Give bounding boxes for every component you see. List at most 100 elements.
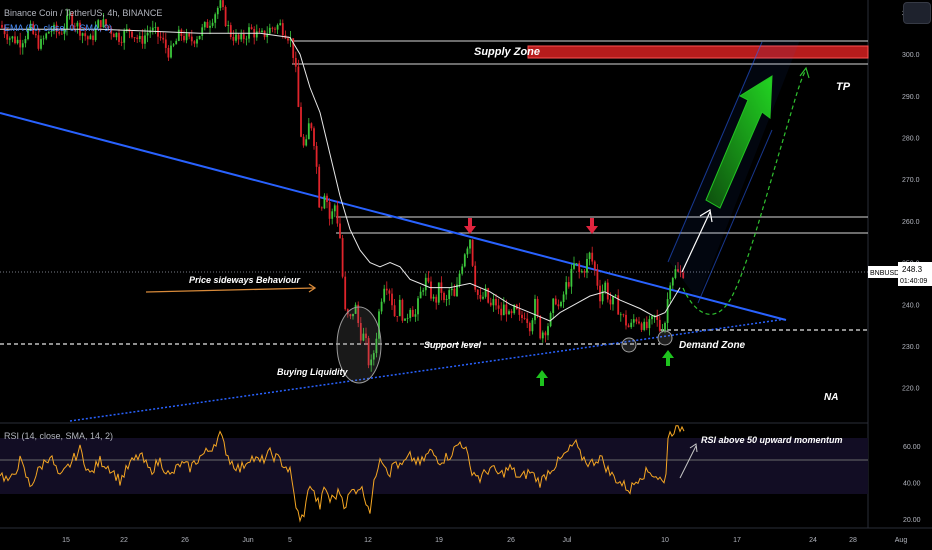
candle-body (502, 304, 505, 316)
candle-body (274, 28, 276, 30)
candle-body (159, 36, 162, 38)
candle-body (105, 19, 107, 26)
sideways-arrow (145, 287, 315, 293)
candle-body (500, 308, 503, 316)
candle-body (50, 30, 53, 32)
candle-body (326, 195, 328, 203)
candle-body (432, 296, 435, 299)
candle-body (357, 304, 360, 324)
candle-body (682, 272, 685, 278)
candle-body (666, 299, 669, 323)
channel-upper (667, 41, 763, 263)
candle-body (198, 35, 201, 40)
time-axis[interactable]: 15 22 26 Jun 5 12 19 26 Jul 10 17 24 28 Aug (62, 537, 907, 544)
candle-body (370, 359, 373, 366)
price-pane[interactable] (0, 0, 868, 422)
candle-body (258, 31, 261, 33)
candle-body (45, 33, 48, 39)
candle-body (336, 205, 339, 224)
candle-body (463, 254, 466, 267)
projection-curve-head (799, 66, 810, 79)
candle-body (141, 36, 144, 44)
rising-trendline[interactable] (69, 318, 787, 422)
candle-body (266, 33, 269, 38)
candle-body (380, 301, 383, 312)
candle-body (279, 23, 282, 26)
candle-body (63, 29, 66, 34)
candle-body (406, 317, 409, 319)
candle-body (177, 29, 180, 41)
price-tick-label: 270.0 (902, 177, 920, 184)
candle-body (484, 288, 487, 297)
candle-body (250, 27, 253, 30)
top-right-button[interactable] (903, 2, 931, 24)
candle-body (92, 35, 94, 41)
candle-body (489, 302, 492, 306)
candle-body (24, 39, 27, 44)
candle-body (331, 211, 334, 219)
sideways-arrow-head (308, 283, 317, 293)
candle-body (3, 27, 6, 35)
candle-body (573, 263, 575, 269)
candle-body (154, 27, 157, 28)
candle-body (632, 319, 635, 323)
candle-body (107, 25, 110, 29)
candle-body (677, 269, 679, 272)
candle-body (492, 298, 495, 306)
chart-title[interactable]: Binance Coin / TetherUS, 4h, BINANCE (4, 8, 162, 18)
candle-body (188, 33, 191, 37)
price-tick-label: 290.0 (902, 94, 920, 101)
candle-body (575, 263, 578, 265)
supply-zone-label: Supply Zone (474, 46, 540, 58)
candle-body (365, 333, 367, 339)
candle-body (617, 295, 620, 315)
candle-body (112, 33, 115, 38)
candle-body (102, 19, 105, 28)
candle-body (625, 314, 627, 326)
rsi-legend[interactable]: RSI (14, close, SMA, 14, 2) (4, 431, 113, 441)
candle-body (235, 34, 237, 41)
time-tick-label: Jun (242, 537, 253, 544)
candle-body (66, 15, 68, 30)
candle-body (123, 30, 126, 43)
candle-body (328, 202, 331, 219)
demand-circle-1 (621, 337, 637, 353)
candle-body (422, 290, 425, 292)
candle-body (544, 332, 547, 336)
candle-body (651, 316, 653, 320)
rsi-axis[interactable]: 60.00 40.00 20.00 (903, 444, 921, 524)
red-marker-1 (464, 218, 476, 234)
candle-body (29, 23, 32, 30)
time-tick-label: Aug (895, 537, 908, 544)
white-arrow-head (699, 209, 713, 223)
candle-body (40, 39, 42, 49)
candle-body (21, 43, 24, 48)
descending-trendline[interactable] (0, 112, 787, 321)
price-axis[interactable]: 310.0300.0290.0280.0270.0260.0250.0240.0… (902, 11, 920, 393)
candle-body (508, 311, 510, 315)
candle-body (487, 288, 490, 303)
time-tick-label: 28 (849, 537, 857, 544)
time-tick-label: 17 (733, 537, 741, 544)
candle-body (437, 282, 440, 303)
candle-body (635, 319, 638, 322)
candle-body (115, 32, 118, 38)
candle-body (417, 298, 419, 315)
supply-zone-box[interactable] (527, 45, 869, 59)
candle-body (645, 321, 648, 329)
projection-curve (682, 69, 807, 315)
candle-body (648, 319, 651, 329)
candle-body (185, 33, 188, 41)
candle-body (378, 311, 380, 339)
channel-lower (697, 129, 773, 304)
price-tick-label: 220.0 (902, 386, 920, 393)
time-tick-label: 24 (809, 537, 817, 544)
green-marker-2 (662, 350, 674, 366)
ema-legend[interactable]: EMA (50, close, 0, SMA, 9) (4, 23, 112, 33)
candle-body (224, 6, 227, 27)
price-badge-price: 248.3 (902, 265, 923, 274)
candle-body (6, 34, 9, 40)
candle-body (383, 288, 386, 302)
time-tick-label: 19 (435, 537, 443, 544)
